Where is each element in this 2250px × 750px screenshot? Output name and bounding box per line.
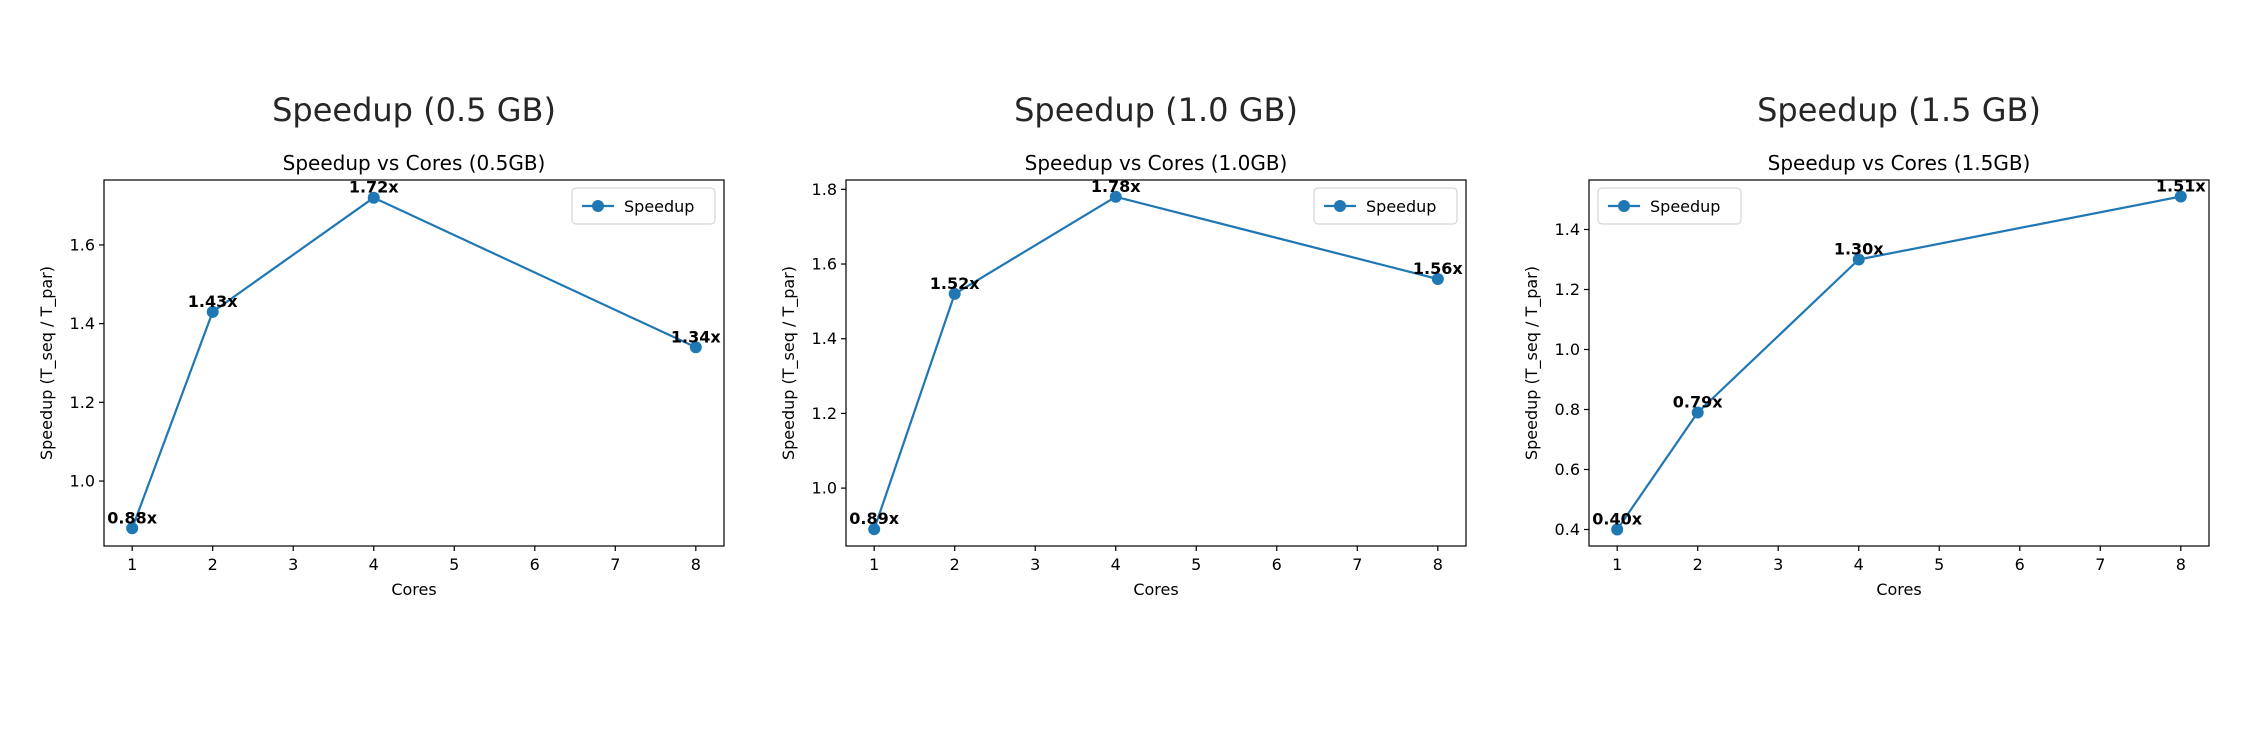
x-tick-label: 2 [950,555,960,574]
plot-frame [1588,179,2210,547]
x-tick-label: 5 [449,555,459,574]
subplot-1: Speedup (0.5 GB) Speedup vs Cores (0.5GB)… [37,91,725,599]
data-label: 1.56x [1413,259,1463,278]
data-label: 1.43x [188,292,238,311]
x-tick-label: 5 [1934,555,1944,574]
plot-frame [845,179,1467,547]
x-tick-label: 5 [1191,555,1201,574]
y-tick-label: 1.8 [812,180,837,199]
y-tick-label: 1.6 [812,255,837,274]
x-tick-label: 7 [1352,555,1362,574]
data-point [2174,190,2187,203]
y-tick-label: 1.2 [812,404,837,423]
y-tick-label: 1.6 [70,235,95,254]
x-tick-label: 1 [869,555,879,574]
data-point [1852,253,1865,266]
data-point [206,305,219,318]
x-tick-label: 7 [610,555,620,574]
data-label: 1.30x [1834,240,1884,259]
y-tick-label: 1.2 [70,393,95,412]
legend: Speedup [1313,187,1458,225]
y-tick-label: 1.0 [70,472,95,491]
x-tick-label: 3 [288,555,298,574]
data-point [868,523,881,536]
x-tick-label: 4 [1111,555,1121,574]
data-label: 1.51x [2156,177,2206,196]
subplot-header: Speedup (1.5 GB) [1757,91,2041,129]
legend-label: Speedup [1650,197,1720,216]
x-tick-label: 6 [530,555,540,574]
y-tick-label: 0.8 [1555,400,1580,419]
x-tick-label: 3 [1773,555,1783,574]
subplot-2: Speedup (1.0 GB) Speedup vs Cores (1.0GB)… [779,91,1467,599]
series-line-speedup [1616,195,2182,531]
legend-label: Speedup [624,197,694,216]
legend-swatch-marker [592,200,604,212]
legend-swatch-marker [1334,200,1346,212]
legend: Speedup [1597,187,1742,225]
y-axis-label: Speedup (T_seq / T_par) [779,266,799,460]
y-axis-label: Speedup (T_seq / T_par) [37,266,57,460]
data-point [689,341,702,354]
x-tick-label: 1 [1612,555,1622,574]
data-label: 0.79x [1673,393,1723,412]
x-axis-label: Cores [1133,580,1178,599]
x-tick-label: 4 [1854,555,1864,574]
data-label: 0.88x [107,508,157,527]
x-axis-label: Cores [391,580,436,599]
x-tick-label: 4 [369,555,379,574]
series-line-speedup [131,196,697,529]
x-axis-label: Cores [1876,580,1921,599]
x-tick-label: 1 [127,555,137,574]
y-axis-label: Speedup (T_seq / T_par) [1522,266,1542,460]
y-tick-label: 0.4 [1555,520,1580,539]
legend-box [571,187,716,225]
x-tick-label: 7 [2095,555,2105,574]
data-label: 1.72x [349,178,399,197]
data-label: 0.40x [1592,510,1642,529]
data-point [367,191,380,204]
legend-box [1597,187,1742,225]
data-point [126,522,139,535]
data-label: 0.89x [849,509,899,528]
subplot-header: Speedup (0.5 GB) [272,91,556,129]
legend-label: Speedup [1366,197,1436,216]
chart-title: Speedup vs Cores (1.5GB) [1768,151,2031,175]
y-tick-label: 1.2 [1555,280,1580,299]
subplot-header: Speedup (1.0 GB) [1014,91,1298,129]
data-label: 1.34x [671,327,721,346]
chart-title: Speedup vs Cores (1.0GB) [1025,151,1288,175]
plot-frame [103,179,725,547]
legend-swatch-marker [1618,200,1630,212]
x-tick-label: 6 [1272,555,1282,574]
data-label: 1.78x [1091,177,1141,196]
x-tick-label: 8 [2176,555,2186,574]
x-tick-label: 8 [1433,555,1443,574]
y-tick-label: 0.6 [1555,460,1580,479]
data-point [1611,523,1624,536]
data-point [1691,406,1704,419]
y-tick-label: 1.0 [1555,340,1580,359]
x-tick-label: 3 [1030,555,1040,574]
data-point [1431,272,1444,285]
data-label: 1.52x [930,274,980,293]
chart-title: Speedup vs Cores (0.5GB) [283,151,546,175]
x-tick-label: 2 [208,555,218,574]
x-tick-label: 2 [1693,555,1703,574]
y-tick-label: 1.0 [812,479,837,498]
legend-box [1313,187,1458,225]
data-point [948,287,961,300]
data-point [1109,190,1122,203]
legend: Speedup [571,187,716,225]
subplot-3: Speedup (1.5 GB) Speedup vs Cores (1.5GB)… [1522,91,2210,599]
x-tick-label: 6 [2015,555,2025,574]
x-tick-label: 8 [691,555,701,574]
y-tick-label: 1.4 [812,329,837,348]
series-line-speedup [873,195,1439,530]
y-tick-label: 1.4 [1555,220,1580,239]
y-tick-label: 1.4 [70,314,95,333]
